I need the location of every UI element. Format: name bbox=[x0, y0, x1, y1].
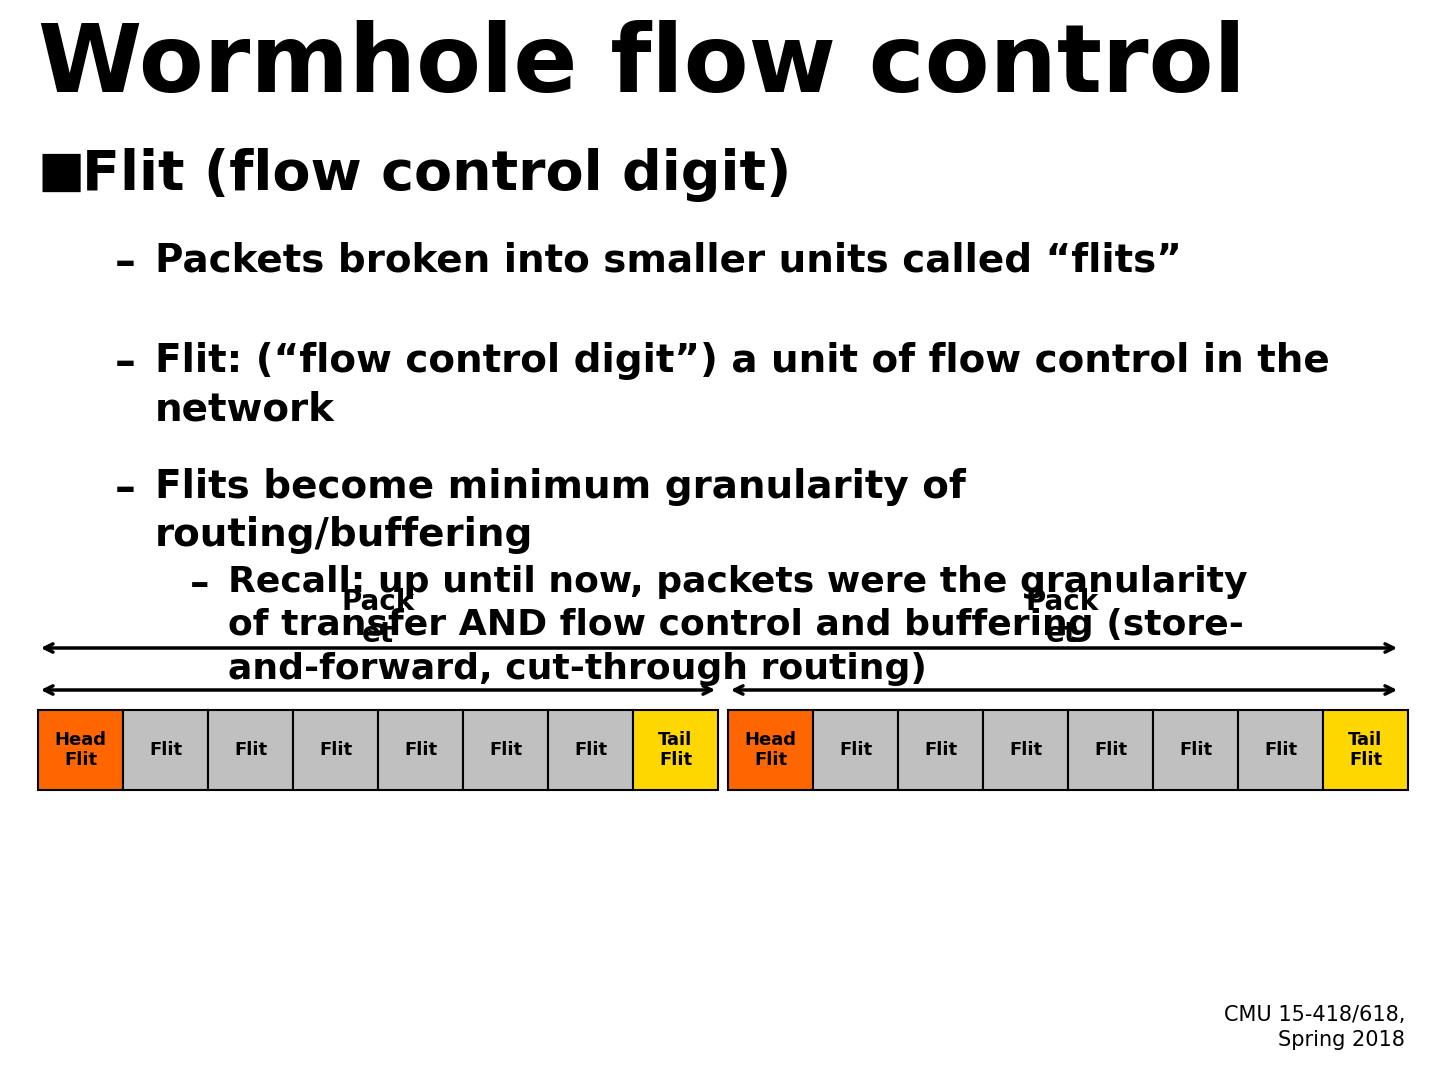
Text: Flit: Flit bbox=[1094, 741, 1128, 759]
Bar bbox=[37, 710, 122, 789]
Text: Flit: Flit bbox=[148, 741, 181, 759]
Text: Flit: Flit bbox=[233, 741, 266, 759]
Text: Flit: (“flow control digit”) a unit of flow control in the
network: Flit: (“flow control digit”) a unit of f… bbox=[156, 342, 1329, 429]
Text: Tail
Flit: Tail Flit bbox=[658, 730, 693, 769]
Bar bbox=[207, 710, 292, 789]
Text: Pack
et: Pack et bbox=[341, 588, 415, 648]
Text: –: – bbox=[115, 242, 135, 284]
Text: Flit: Flit bbox=[490, 741, 523, 759]
Bar bbox=[464, 710, 549, 789]
Bar bbox=[292, 710, 377, 789]
Bar bbox=[1153, 710, 1238, 789]
Text: –: – bbox=[115, 342, 135, 384]
Bar bbox=[899, 710, 984, 789]
Text: Tail
Flit: Tail Flit bbox=[1348, 730, 1382, 769]
Bar bbox=[1068, 710, 1153, 789]
Text: Flit: Flit bbox=[575, 741, 608, 759]
Text: Wormhole flow control: Wormhole flow control bbox=[37, 21, 1246, 112]
Text: ■: ■ bbox=[37, 148, 85, 195]
Bar bbox=[377, 710, 464, 789]
Bar bbox=[984, 710, 1068, 789]
Text: Flit: Flit bbox=[924, 741, 958, 759]
Text: Flit: Flit bbox=[1009, 741, 1043, 759]
Text: Flit: Flit bbox=[405, 741, 438, 759]
Bar bbox=[814, 710, 899, 789]
Text: Head
Flit: Head Flit bbox=[55, 730, 107, 769]
Bar bbox=[729, 710, 814, 789]
Bar bbox=[122, 710, 207, 789]
Text: Head
Flit: Head Flit bbox=[744, 730, 796, 769]
Text: Flit: Flit bbox=[840, 741, 873, 759]
Text: Flit (flow control digit): Flit (flow control digit) bbox=[82, 148, 792, 202]
Text: Packets broken into smaller units called “flits”: Packets broken into smaller units called… bbox=[156, 242, 1182, 280]
Bar bbox=[1323, 710, 1408, 789]
Bar bbox=[549, 710, 634, 789]
Text: Recall: up until now, packets were the granularity
of transfer AND flow control : Recall: up until now, packets were the g… bbox=[228, 565, 1247, 686]
Text: Pack
et: Pack et bbox=[1025, 588, 1099, 648]
Text: –: – bbox=[115, 468, 135, 510]
Bar bbox=[1238, 710, 1323, 789]
Text: Flit: Flit bbox=[318, 741, 351, 759]
Text: CMU 15-418/618,
Spring 2018: CMU 15-418/618, Spring 2018 bbox=[1224, 1005, 1405, 1050]
Bar bbox=[634, 710, 719, 789]
Text: Flit: Flit bbox=[1179, 741, 1212, 759]
Text: –: – bbox=[190, 565, 209, 603]
Text: Flit: Flit bbox=[1264, 741, 1297, 759]
Text: Flits become minimum granularity of
routing/buffering: Flits become minimum granularity of rout… bbox=[156, 468, 966, 554]
